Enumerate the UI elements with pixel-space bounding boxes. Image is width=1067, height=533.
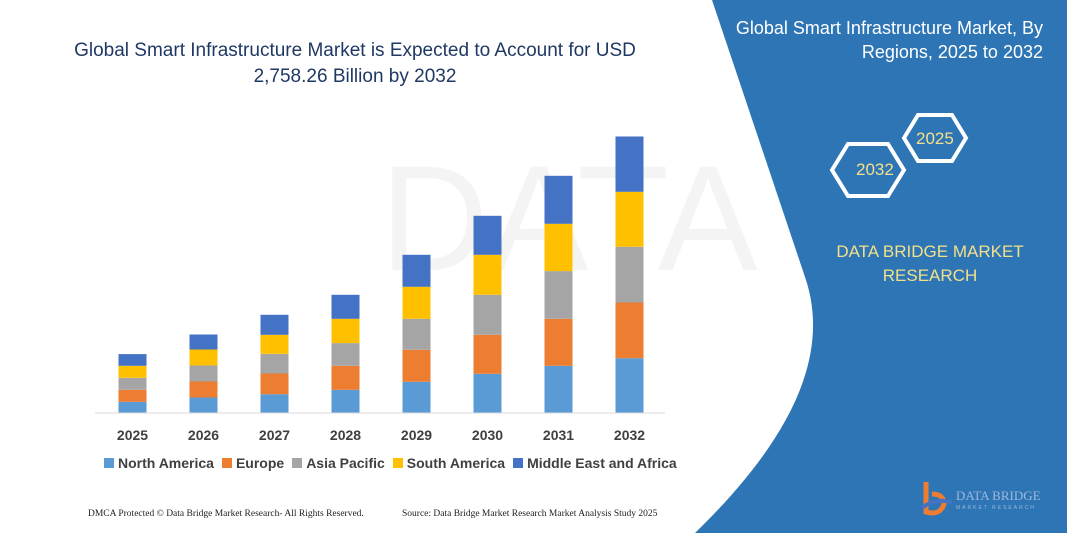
bar-2029-south-america <box>402 286 431 319</box>
legend-item: North America <box>104 455 214 471</box>
legend-label: Europe <box>235 455 285 471</box>
bar-2029-europe <box>402 349 431 382</box>
x-tick-label: 2031 <box>543 427 574 443</box>
bar-2025-middle-east-and-africa <box>118 354 147 366</box>
bar-2030-asia-pacific <box>473 294 502 335</box>
bar-2028-middle-east-and-africa <box>331 294 360 319</box>
bar-2027-europe <box>260 373 289 395</box>
bar-2028-europe <box>331 365 360 390</box>
bar-2031-north-america <box>544 365 573 413</box>
bar-2026-middle-east-and-africa <box>189 334 218 350</box>
x-tick-label: 2028 <box>330 427 361 443</box>
x-tick-label: 2025 <box>117 427 148 443</box>
hexagon-2025 <box>901 113 969 163</box>
bar-2027-south-america <box>260 334 289 354</box>
bar-2026-asia-pacific <box>189 365 218 382</box>
legend: North America Europe Asia Pacific South Ame… <box>104 455 677 471</box>
bar-2025-europe <box>118 389 147 402</box>
logo: DATA BRIDGE MARKET RESEARCH <box>918 478 1048 523</box>
bar-2025-asia-pacific <box>118 377 147 390</box>
bar-2028-asia-pacific <box>331 343 360 366</box>
bar-2032-asia-pacific <box>615 246 644 303</box>
legend-item: South America <box>392 455 506 471</box>
bar-2031-asia-pacific <box>544 271 573 319</box>
x-tick-label: 2030 <box>472 427 503 443</box>
x-tick-label: 2026 <box>188 427 219 443</box>
legend-item: Europe <box>221 455 285 471</box>
bar-2031-europe <box>544 318 573 366</box>
bar-2026-north-america <box>189 397 218 413</box>
bar-2028-north-america <box>331 389 360 413</box>
page-title: Global Smart Infrastructure Market is Ex… <box>74 40 636 87</box>
legend-item: Middle East and Africa <box>513 455 677 471</box>
bar-2032-middle-east-and-africa <box>615 136 644 192</box>
legend-item: Asia Pacific <box>292 455 385 471</box>
stacked-bar-chart: 2025 2026 2027 2028 2029 2030 2031 2032 <box>95 136 665 443</box>
legend-swatch <box>104 458 114 468</box>
bar-2029-asia-pacific <box>402 318 431 350</box>
bar-2028-south-america <box>331 318 360 344</box>
brand-text: DATA BRIDGE MARKET RESEARCH <box>836 242 1024 285</box>
x-tick-label: 2032 <box>614 427 645 443</box>
bar-2027-middle-east-and-africa <box>260 314 289 335</box>
legend-label: South America <box>406 455 506 471</box>
legend-label: Asia Pacific <box>306 455 385 471</box>
bar-2032-north-america <box>615 358 644 413</box>
legend-swatch <box>292 458 303 468</box>
hex-label-start: 2025 <box>916 129 954 148</box>
bar-2030-south-america <box>473 254 502 295</box>
svg-text:DATA BRIDGE: DATA BRIDGE <box>956 488 1041 503</box>
source-note: Source: Data Bridge Market Research Mark… <box>402 509 658 519</box>
side-panel-title: Global Smart Infrastructure Market, By R… <box>735 18 1043 62</box>
bar-2029-north-america <box>402 381 431 413</box>
x-tick-label: 2029 <box>401 427 432 443</box>
bar-2025-south-america <box>118 365 147 378</box>
svg-text:MARKET RESEARCH: MARKET RESEARCH <box>956 505 1036 511</box>
bar-2027-asia-pacific <box>260 353 289 374</box>
bar-2032-europe <box>615 302 644 359</box>
legend-label: North America <box>118 455 214 471</box>
bar-2025-north-america <box>118 401 147 413</box>
bar-2030-middle-east-and-africa <box>473 215 502 255</box>
dmca-notice: DMCA Protected © Data Bridge Market Rese… <box>88 509 364 519</box>
bar-2031-south-america <box>544 223 573 272</box>
legend-label: Middle East and Africa <box>527 455 677 471</box>
hexagon-2032 <box>829 142 907 198</box>
bar-2029-middle-east-and-africa <box>402 254 431 287</box>
bar-2026-south-america <box>189 349 218 366</box>
side-panel-shape <box>695 0 1067 533</box>
legend-swatch <box>513 458 524 468</box>
bar-2031-middle-east-and-africa <box>544 175 573 224</box>
bar-2027-north-america <box>260 394 289 413</box>
bar-2030-north-america <box>473 373 502 413</box>
bar-2032-south-america <box>615 191 644 247</box>
bar-2030-europe <box>473 334 502 374</box>
legend-swatch <box>221 458 232 468</box>
x-tick-label: 2027 <box>259 427 290 443</box>
hex-label-end: 2032 <box>856 160 894 179</box>
legend-swatch <box>392 458 403 468</box>
bar-2026-europe <box>189 381 218 398</box>
